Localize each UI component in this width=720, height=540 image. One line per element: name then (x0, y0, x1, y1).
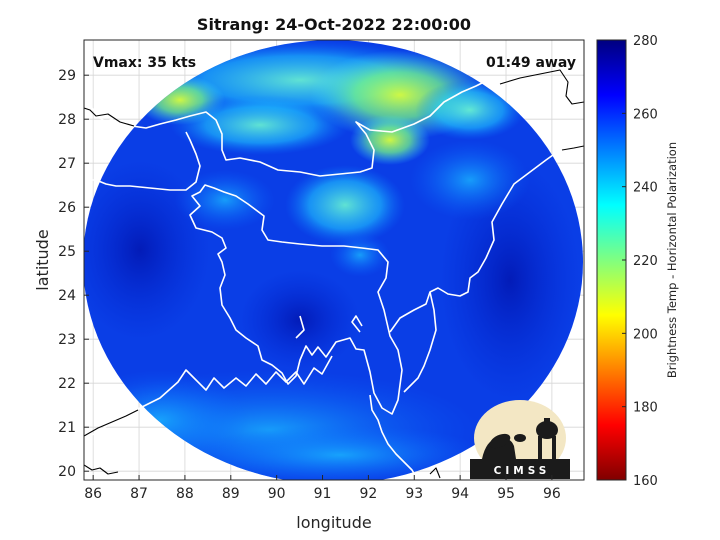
x-axis-ticks: 86 87 88 89 90 91 92 93 94 95 96 (84, 475, 561, 502)
x-tick-label: 89 (222, 486, 240, 502)
y-tick-label: 25 (58, 244, 76, 260)
vmax-annotation: Vmax: 35 kts (93, 55, 196, 71)
bay-of-bengal-coast (84, 355, 333, 441)
y-tick-label: 23 (58, 332, 76, 348)
x-tick-label: 93 (405, 486, 423, 502)
y-tick-label: 26 (58, 200, 76, 216)
map-outlines (84, 69, 584, 480)
colorbar-tick-label: 200 (633, 327, 658, 342)
logo-bar (470, 459, 570, 479)
x-axis-label: longitude (296, 513, 371, 532)
x-tick-label: 94 (451, 486, 469, 502)
logo-text: CIMSS (494, 465, 551, 477)
outside-swath-borders (84, 69, 584, 479)
y-tick-label: 22 (58, 376, 76, 392)
y-tick-label: 24 (58, 288, 76, 304)
x-tick-label: 92 (359, 486, 377, 502)
swath-cloud-center (285, 165, 405, 245)
colorbar-tick-label: 180 (633, 401, 658, 416)
satellite-dish-icon (489, 433, 511, 449)
y-tick-label: 28 (58, 112, 76, 128)
y-tick-label: 27 (58, 156, 76, 172)
x-tick-label: 88 (176, 486, 194, 502)
colorbar-tick-label: 280 (633, 34, 658, 49)
water-tower-icon (538, 436, 542, 459)
colorbar (596, 39, 627, 481)
y-axis-ticks: 20 21 22 23 24 25 26 27 28 29 (58, 68, 89, 480)
x-tick-label: 87 (130, 486, 148, 502)
y-tick-label: 21 (58, 420, 76, 436)
colorbar-ticks: 160 180 200 220 240 260 280 (622, 34, 658, 489)
y-tick-label: 29 (58, 68, 76, 84)
x-tick-label: 86 (84, 486, 102, 502)
y-axis-label: latitude (33, 229, 52, 290)
x-tick-label: 95 (497, 486, 515, 502)
colorbar-tick-label: 220 (633, 254, 658, 269)
y-tick-label: 20 (58, 464, 76, 480)
microwave-swath (84, 40, 583, 480)
x-tick-label: 90 (268, 486, 286, 502)
cimss-logo: CIMSS (470, 400, 570, 479)
bangladesh-outline (189, 184, 403, 415)
colorbar-tick-label: 240 (633, 181, 658, 196)
colorbar-tick-label: 160 (633, 474, 658, 489)
colorbar-label: Brightness Temp - Horizontal Polarizatio… (665, 142, 679, 378)
axes-frame (83, 39, 585, 481)
map-title: Sitrang: 24-Oct-2022 22:00:00 (197, 15, 471, 34)
x-tick-label: 96 (543, 486, 561, 502)
time-away-annotation: 01:49 away (486, 55, 576, 71)
x-tick-label: 91 (314, 486, 332, 502)
colorbar-tick-label: 260 (633, 107, 658, 122)
